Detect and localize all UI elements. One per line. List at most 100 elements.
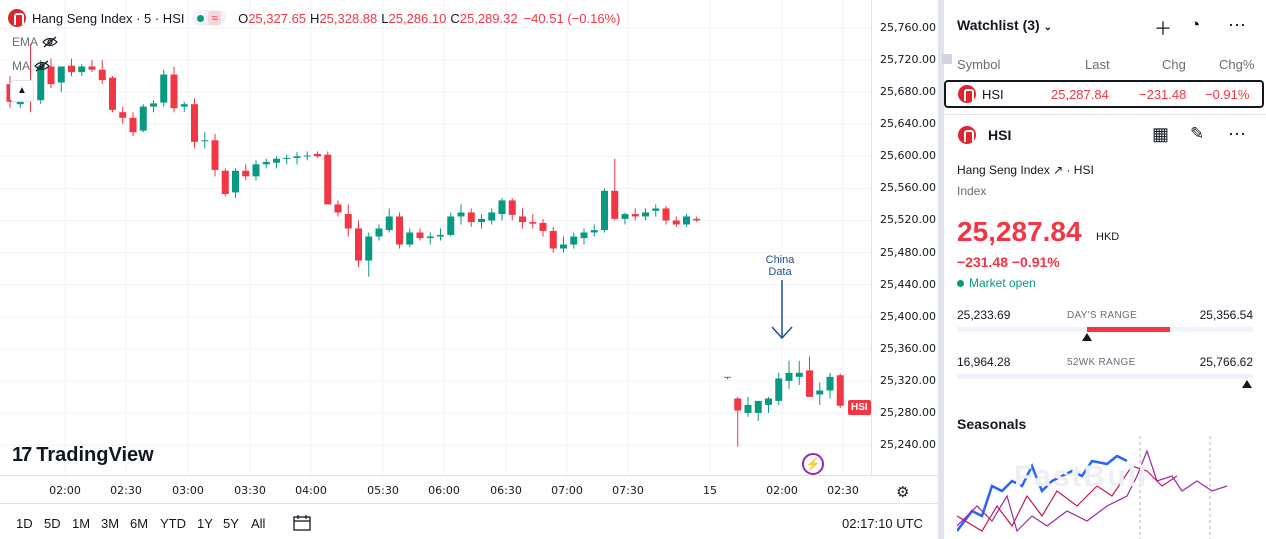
candle[interactable] xyxy=(478,214,485,229)
candle[interactable] xyxy=(57,66,65,93)
candle[interactable] xyxy=(724,376,731,380)
candle[interactable] xyxy=(355,220,362,267)
candle[interactable] xyxy=(765,396,772,413)
candle[interactable] xyxy=(488,208,496,225)
more-options-icon[interactable]: ⋯ xyxy=(1228,15,1246,35)
candle[interactable] xyxy=(109,76,116,113)
candle[interactable] xyxy=(129,112,137,137)
seasonals-chart[interactable] xyxy=(957,436,1257,539)
candle[interactable] xyxy=(754,400,762,421)
candle[interactable] xyxy=(744,396,752,417)
candle[interactable] xyxy=(826,372,834,399)
candle[interactable] xyxy=(519,208,526,229)
candle[interactable] xyxy=(262,158,270,169)
candle[interactable] xyxy=(406,228,414,247)
candle[interactable] xyxy=(396,212,403,249)
range-5d-button[interactable]: 5D xyxy=(44,516,61,531)
candle[interactable] xyxy=(508,198,516,221)
candle[interactable] xyxy=(601,188,608,233)
candle[interactable] xyxy=(252,160,260,181)
candle[interactable] xyxy=(816,382,824,405)
range-ytd-button[interactable]: YTD xyxy=(160,516,186,531)
watchlist-row[interactable]: HSI 25,287.84 −231.48 −0.91% xyxy=(944,80,1264,108)
watchlist-title[interactable]: Watchlist (3) ⌄ xyxy=(957,17,1052,33)
candle[interactable] xyxy=(68,58,75,77)
utc-clock[interactable]: 02:17:10 UTC xyxy=(842,516,923,531)
candle[interactable] xyxy=(98,60,106,85)
add-symbol-icon[interactable]: ＋ xyxy=(1154,19,1172,39)
price-scale[interactable]: 25,760.00 25,720.00 25,680.00 25,640.00 25,6… xyxy=(871,0,938,475)
range-1m-button[interactable]: 1M xyxy=(72,516,91,531)
range-1d-button[interactable]: 1D xyxy=(16,516,33,531)
candle[interactable] xyxy=(498,198,506,221)
market-status[interactable]: Market open xyxy=(957,276,1036,290)
candle[interactable] xyxy=(78,64,86,77)
candle[interactable] xyxy=(775,372,783,405)
candle[interactable] xyxy=(836,373,844,409)
candle[interactable] xyxy=(283,154,291,165)
symbol-title[interactable]: Hang Seng Index · 5 · HSI xyxy=(32,10,185,26)
candle[interactable] xyxy=(785,360,793,389)
grid-view-icon[interactable]: ▦ xyxy=(1152,124,1170,144)
lightning-icon[interactable]: ⚡ xyxy=(802,453,824,475)
candle[interactable] xyxy=(580,228,588,245)
candle[interactable] xyxy=(642,208,649,221)
range-1y-button[interactable]: 1Y xyxy=(197,516,213,531)
candle[interactable] xyxy=(529,214,537,229)
candle[interactable] xyxy=(683,214,690,227)
candle[interactable] xyxy=(334,200,342,217)
calendar-range-icon[interactable] xyxy=(292,514,312,532)
market-status-pill[interactable]: ≈ xyxy=(192,10,227,26)
candle[interactable] xyxy=(734,396,742,447)
eye-off-icon[interactable] xyxy=(42,36,58,48)
candle[interactable] xyxy=(549,226,557,253)
candle[interactable] xyxy=(662,206,670,225)
candle[interactable] xyxy=(170,66,178,113)
candle[interactable] xyxy=(139,104,147,133)
candle[interactable] xyxy=(672,216,680,227)
candle[interactable] xyxy=(365,232,373,277)
seasonals-title[interactable]: Seasonals xyxy=(957,416,1027,432)
candle[interactable] xyxy=(221,168,229,197)
candle[interactable] xyxy=(201,132,209,149)
candle[interactable] xyxy=(693,216,701,223)
candle[interactable] xyxy=(560,236,567,253)
candle[interactable] xyxy=(570,232,578,249)
indicator-ema[interactable]: EMA xyxy=(12,35,58,49)
candle[interactable] xyxy=(119,106,127,125)
pie-chart-icon[interactable]: ◔ xyxy=(1190,15,1201,34)
col-chg[interactable]: Chg xyxy=(1162,57,1186,72)
candle[interactable] xyxy=(211,133,219,177)
candle[interactable] xyxy=(180,101,188,113)
candlestick-chart[interactable] xyxy=(0,0,871,475)
candle[interactable] xyxy=(232,168,239,199)
candle[interactable] xyxy=(467,208,475,227)
range-3m-button[interactable]: 3M xyxy=(101,516,120,531)
range-6m-button[interactable]: 6M xyxy=(130,516,149,531)
candle[interactable] xyxy=(611,158,619,221)
candle[interactable] xyxy=(621,212,629,225)
col-symbol[interactable]: Symbol xyxy=(957,57,1001,72)
candle[interactable] xyxy=(47,58,55,89)
candle[interactable] xyxy=(273,156,280,169)
candle[interactable] xyxy=(806,356,813,397)
candle[interactable] xyxy=(447,212,455,237)
chart-plot-area[interactable]: Hang Seng Index · 5 · HSI ≈ O 25,327.65 H… xyxy=(0,0,871,475)
candle[interactable] xyxy=(191,98,198,149)
candle[interactable] xyxy=(795,360,803,385)
candle[interactable] xyxy=(457,204,465,225)
candle[interactable] xyxy=(344,204,352,237)
range-all-button[interactable]: All xyxy=(251,516,266,531)
more-options-icon[interactable]: ⋯ xyxy=(1228,124,1246,144)
candle[interactable] xyxy=(426,232,434,245)
candle[interactable] xyxy=(160,69,168,107)
eye-off-icon[interactable] xyxy=(34,60,50,72)
candle[interactable] xyxy=(242,164,250,181)
candle[interactable] xyxy=(539,218,547,237)
col-last[interactable]: Last xyxy=(1085,57,1110,72)
candle[interactable] xyxy=(314,151,321,158)
chart-annotation[interactable]: China Data xyxy=(760,254,800,278)
tradingview-logo[interactable]: 17 TradingView xyxy=(12,444,154,467)
candle[interactable] xyxy=(324,151,332,205)
indicator-ma[interactable]: MA xyxy=(12,59,50,73)
